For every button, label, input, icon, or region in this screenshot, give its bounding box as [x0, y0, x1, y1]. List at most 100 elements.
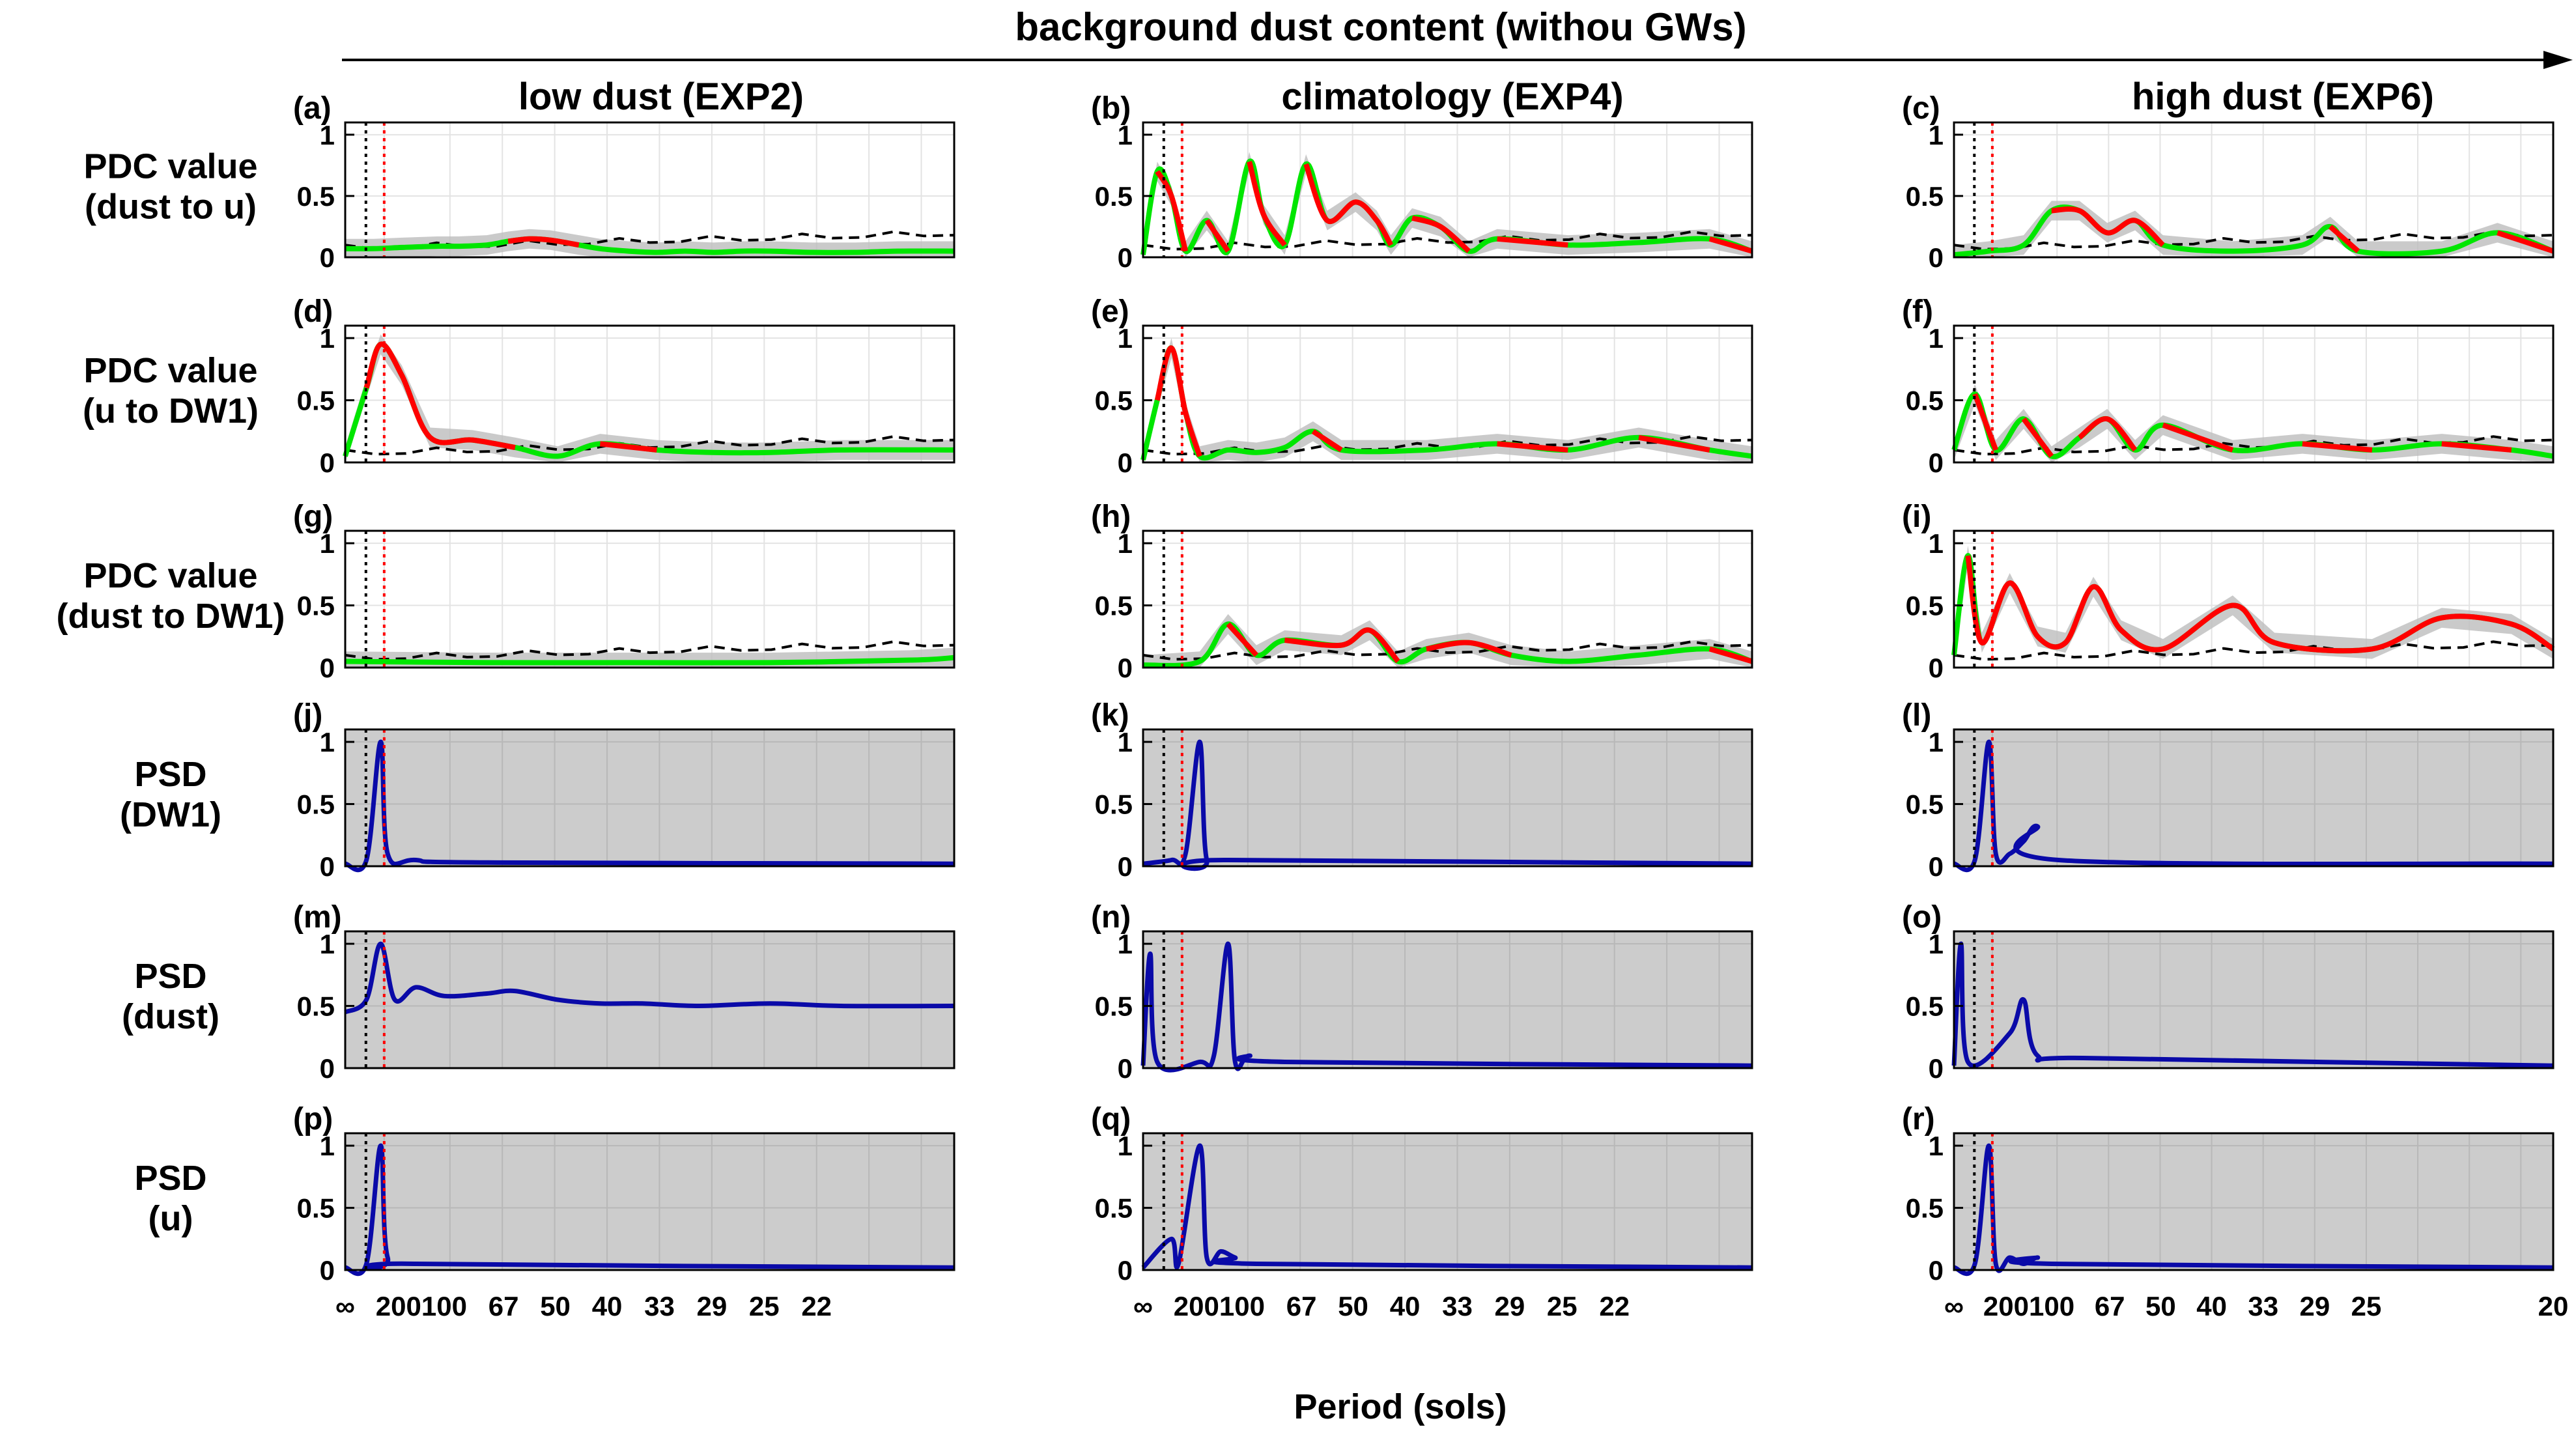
y-tick-label: 1	[320, 929, 335, 959]
y-tick-label: 1	[1118, 120, 1133, 150]
plot-frame	[344, 121, 955, 259]
panel-letter: (h)	[1091, 500, 1131, 534]
confidence-band	[1954, 384, 2553, 462]
y-tick-label: 0.5	[1095, 991, 1133, 1022]
x-tick-label: ∞	[1944, 1291, 1964, 1321]
y-tick-label: 0	[1118, 1255, 1133, 1286]
psd-line	[1140, 941, 1753, 1073]
panel-letter: (a)	[293, 91, 332, 126]
plot-background	[345, 931, 954, 1068]
y-tick-label: 0	[320, 242, 335, 273]
panel-letter: (m)	[293, 900, 342, 935]
panel-c: 0 0.5 1(c)	[1902, 91, 2555, 273]
x-tick-label: 33	[2248, 1291, 2278, 1321]
row-label-5-1: (u)	[149, 1199, 193, 1238]
plot-background	[345, 1133, 954, 1270]
panel-f: 0 0.5 1(f)	[1902, 294, 2555, 478]
y-tick-label: 0.5	[1906, 1193, 1944, 1224]
psd-line	[1953, 739, 2554, 873]
plot-frame	[1953, 930, 2555, 1069]
top-arrow-head	[2543, 51, 2573, 69]
y-tick-label: 0	[1118, 851, 1133, 882]
plot-background	[1143, 931, 1752, 1068]
y-tick-label: 1	[320, 1131, 335, 1161]
column-title-exp2: low dust (EXP2)	[518, 76, 804, 118]
y-tick-label: 0	[1929, 1255, 1944, 1286]
y-tick-label: 0	[1118, 1053, 1133, 1084]
panel-b: 0 0.5 1(b)	[1091, 91, 1753, 273]
panel-q: 0 0.5 1(q)	[1091, 1102, 1753, 1286]
pdc-significant-line	[2497, 230, 2555, 254]
y-tick-label: 1	[1929, 120, 1944, 150]
psd-line	[345, 1143, 955, 1277]
y-tick-label: 1	[1929, 1131, 1944, 1161]
psd-line	[344, 941, 955, 1015]
x-tick-label: 200100	[1983, 1291, 2074, 1321]
panel-r: 0 0.5 1(r)	[1902, 1102, 2555, 1286]
panel-d: 0 0.5 1(d)	[293, 294, 955, 478]
pdc-significant-line	[1497, 236, 1568, 248]
y-tick-label: 1	[320, 727, 335, 757]
y-tick-label: 0.5	[1095, 386, 1133, 416]
plot-background	[1954, 931, 2553, 1068]
y-tick-label: 0.5	[1906, 386, 1944, 416]
y-tick-label: 0.5	[1095, 1193, 1133, 1224]
y-tick-label: 0	[320, 1255, 335, 1286]
x-tick-label: 200100	[376, 1291, 467, 1321]
plot-frame	[344, 930, 955, 1069]
y-tick-label: 1	[320, 323, 335, 354]
row-label-4-0: PSD	[134, 957, 206, 996]
pdc-significant-line	[1226, 622, 1258, 657]
pdc-significant-line	[1972, 393, 1998, 451]
x-tick-label: 40	[2196, 1291, 2227, 1321]
x-tick-label: 33	[644, 1291, 675, 1321]
psd-line	[1951, 941, 2554, 1068]
y-tick-label: 1	[1929, 528, 1944, 559]
pdc-significant-line	[1284, 627, 1400, 664]
x-tick-label: 50	[540, 1291, 571, 1321]
panel-letter: (b)	[1091, 91, 1131, 126]
column-title-exp4: climatology (EXP4)	[1281, 76, 1623, 118]
pdc-significant-line	[1426, 640, 1512, 658]
y-tick-label: 0.5	[297, 789, 335, 820]
significance-threshold-line	[1142, 640, 1753, 661]
x-tick-label: 33	[1442, 1291, 1473, 1321]
panel-e: 0 0.5 1(e)	[1091, 294, 1753, 478]
row-label-1-0: PDC value	[83, 351, 257, 390]
x-tick-label: 29	[1495, 1291, 1525, 1321]
y-tick-label: 1	[320, 120, 335, 150]
column-title-exp6: high dust (EXP6)	[2132, 76, 2434, 118]
x-tick-label: 22	[1599, 1291, 1630, 1321]
x-tick-label: ∞	[1133, 1291, 1153, 1321]
row-label-5-0: PSD	[134, 1159, 206, 1198]
y-tick-label: 0	[1118, 653, 1133, 683]
plot-frame	[344, 324, 955, 464]
figure-header: background dust content (withou GWs) low…	[342, 5, 2573, 118]
panel-h: 0 0.5 1(h)	[1091, 500, 1753, 683]
panel-k: 0 0.5 1(k)	[1091, 698, 1753, 882]
y-tick-label: 1	[1118, 528, 1133, 559]
panel-letter: (f)	[1902, 294, 1933, 329]
panel-letter: (i)	[1902, 500, 1931, 534]
psd-line	[1953, 1143, 2554, 1277]
pdc-significant-line	[2021, 417, 2054, 458]
panel-letter: (o)	[1902, 900, 1942, 935]
x-tick-label: 25	[1547, 1291, 1578, 1321]
pdc-significant-line	[1708, 236, 1753, 254]
y-tick-label: 0.5	[1906, 789, 1944, 820]
y-tick-label: 1	[1118, 727, 1133, 757]
panel-n: 0 0.5 1(n)	[1091, 900, 1753, 1084]
plot-frame	[1142, 324, 1753, 464]
plot-frame	[1142, 728, 1753, 868]
y-tick-label: 0.5	[297, 991, 335, 1022]
panel-i: 0 0.5 1(i)	[1902, 500, 2555, 683]
panel-letter: (r)	[1902, 1102, 1935, 1136]
y-tick-label: 0.5	[1906, 591, 1944, 621]
significance-threshold-line	[1142, 230, 1753, 251]
y-tick-label: 1	[1118, 1131, 1133, 1161]
y-tick-label: 0	[1929, 447, 1944, 478]
panel-letter: (q)	[1091, 1102, 1131, 1136]
plot-background	[345, 531, 954, 668]
x-tick-label: 25	[2351, 1291, 2382, 1321]
pdc-significant-line	[2051, 206, 2165, 247]
